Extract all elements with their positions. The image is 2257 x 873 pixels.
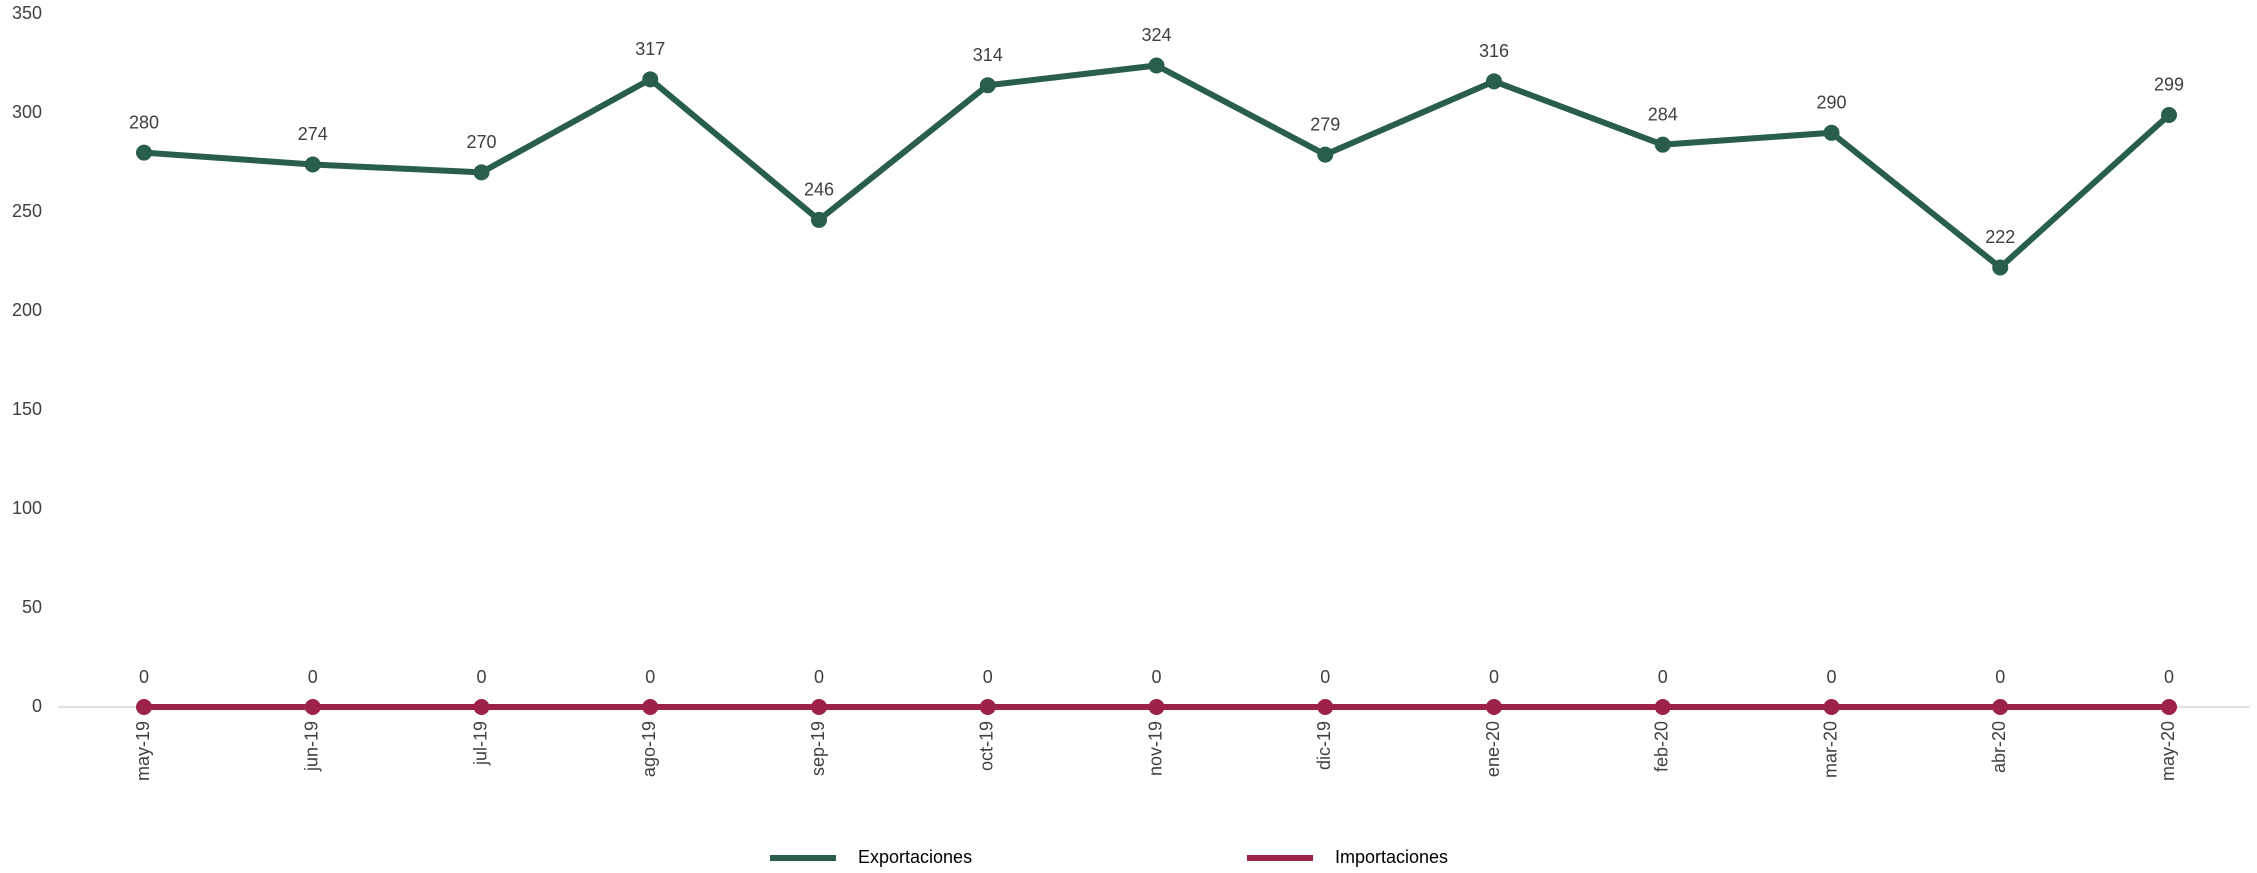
data-label: 270	[466, 132, 496, 152]
data-point	[642, 699, 659, 715]
data-label: 0	[139, 667, 149, 687]
data-label: 316	[1479, 41, 1509, 61]
legend-label: Importaciones	[1335, 847, 1448, 867]
data-label: 280	[129, 112, 159, 132]
data-point	[304, 156, 321, 173]
y-tick-label: 100	[12, 498, 42, 518]
y-tick-label: 200	[12, 300, 42, 320]
data-label: 279	[1310, 114, 1340, 134]
y-tick-label: 300	[12, 102, 42, 122]
x-tick-label: dic-19	[1314, 721, 1334, 770]
y-tick-label: 250	[12, 201, 42, 221]
data-point	[136, 699, 152, 715]
data-point	[473, 164, 490, 181]
data-point	[2161, 699, 2177, 715]
data-label: 324	[1141, 25, 1171, 45]
data-point	[1317, 699, 1334, 715]
data-point	[473, 699, 490, 715]
data-point	[1654, 136, 1671, 153]
x-tick-label: jul-19	[470, 721, 490, 766]
data-label: 0	[645, 667, 655, 687]
x-tick-label: may-20	[2158, 721, 2178, 781]
data-label: 0	[814, 667, 824, 687]
data-point	[1317, 146, 1334, 163]
data-label: 0	[1658, 667, 1668, 687]
data-label: 317	[635, 39, 665, 59]
data-point	[811, 699, 827, 715]
x-tick-label: ago-19	[639, 721, 659, 777]
data-point	[1992, 699, 2009, 715]
y-tick-label: 350	[12, 3, 42, 23]
y-tick-label: 0	[32, 696, 42, 716]
data-label: 0	[983, 667, 993, 687]
x-tick-label: may-19	[133, 721, 153, 781]
data-label: 0	[1320, 667, 1330, 687]
x-tick-label: feb-20	[1652, 721, 1672, 772]
data-point	[979, 77, 996, 94]
data-label: 299	[2154, 75, 2184, 95]
data-label: 0	[1995, 667, 2005, 687]
data-label: 0	[476, 667, 486, 687]
data-point	[1992, 259, 2009, 276]
data-point	[979, 699, 996, 715]
data-point	[2161, 106, 2177, 123]
y-tick-label: 150	[12, 399, 42, 419]
y-tick-label: 50	[22, 597, 42, 617]
data-point	[642, 71, 659, 88]
data-label: 274	[298, 124, 328, 144]
legend-label: Exportaciones	[858, 847, 972, 867]
data-point	[1148, 699, 1165, 715]
data-label: 0	[308, 667, 318, 687]
data-point	[136, 144, 152, 161]
data-point	[1823, 124, 1840, 141]
x-tick-label: mar-20	[1820, 721, 1840, 778]
data-label: 0	[1489, 667, 1499, 687]
data-point	[1486, 699, 1502, 715]
data-label: 314	[973, 45, 1003, 65]
x-tick-label: nov-19	[1145, 721, 1165, 776]
data-point	[1486, 73, 1502, 90]
data-label: 0	[2164, 667, 2174, 687]
series-line	[143, 62, 2172, 271]
data-point	[811, 211, 827, 228]
data-label: 0	[1826, 667, 1836, 687]
x-tick-label: ene-20	[1483, 721, 1503, 777]
data-point	[1654, 699, 1671, 715]
x-tick-label: jun-19	[302, 721, 322, 772]
data-point	[1148, 57, 1165, 74]
x-tick-label: abr-20	[1989, 721, 2009, 773]
data-label: 222	[1985, 227, 2015, 247]
data-point	[1823, 699, 1840, 715]
x-tick-label: sep-19	[808, 721, 828, 776]
data-label: 246	[804, 180, 834, 200]
data-point	[304, 699, 321, 715]
x-tick-label: oct-19	[977, 721, 997, 771]
data-label: 284	[1648, 104, 1678, 124]
data-label: 290	[1816, 93, 1846, 113]
data-label: 0	[1151, 667, 1161, 687]
